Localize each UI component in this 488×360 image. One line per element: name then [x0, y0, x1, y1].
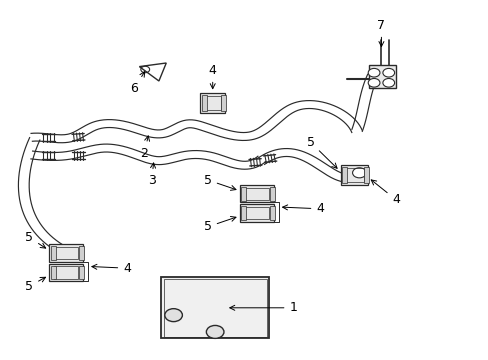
Bar	[239, 185, 273, 202]
Bar	[51, 246, 55, 260]
Bar	[79, 266, 84, 279]
Bar	[241, 206, 245, 220]
Bar	[221, 95, 225, 111]
Bar	[269, 206, 274, 220]
Bar	[161, 277, 268, 338]
Circle shape	[382, 78, 394, 87]
Text: 2: 2	[140, 136, 149, 159]
Bar	[269, 187, 274, 201]
Circle shape	[382, 68, 394, 77]
Bar	[163, 279, 266, 337]
Bar	[239, 204, 273, 222]
Bar	[241, 187, 245, 201]
Text: 7: 7	[377, 19, 385, 46]
Bar	[49, 264, 83, 281]
Circle shape	[367, 68, 379, 77]
Bar	[200, 93, 224, 112]
Bar	[54, 266, 78, 279]
Bar	[345, 168, 363, 181]
Bar	[201, 95, 206, 111]
Circle shape	[352, 168, 366, 178]
Text: 5: 5	[25, 277, 45, 293]
Text: 3: 3	[147, 163, 155, 187]
Text: 5: 5	[25, 231, 45, 248]
Bar	[244, 188, 268, 200]
Bar	[244, 207, 268, 219]
Bar	[54, 247, 78, 259]
Text: 6: 6	[130, 72, 144, 95]
Text: 4: 4	[282, 202, 324, 215]
Circle shape	[367, 78, 379, 87]
Bar	[51, 266, 55, 279]
Text: 1: 1	[229, 301, 297, 314]
Circle shape	[206, 325, 224, 338]
Bar	[368, 65, 395, 88]
Text: 4: 4	[92, 262, 131, 275]
Text: 5: 5	[306, 136, 336, 168]
Bar	[342, 167, 346, 183]
Bar	[79, 246, 84, 260]
Text: 4: 4	[208, 64, 216, 89]
Bar	[204, 96, 221, 109]
Text: 4: 4	[370, 180, 399, 206]
Bar	[341, 165, 367, 184]
Text: 5: 5	[203, 174, 236, 190]
Circle shape	[164, 309, 182, 321]
Bar	[49, 244, 83, 262]
Bar	[364, 167, 368, 183]
Text: 5: 5	[203, 216, 236, 233]
